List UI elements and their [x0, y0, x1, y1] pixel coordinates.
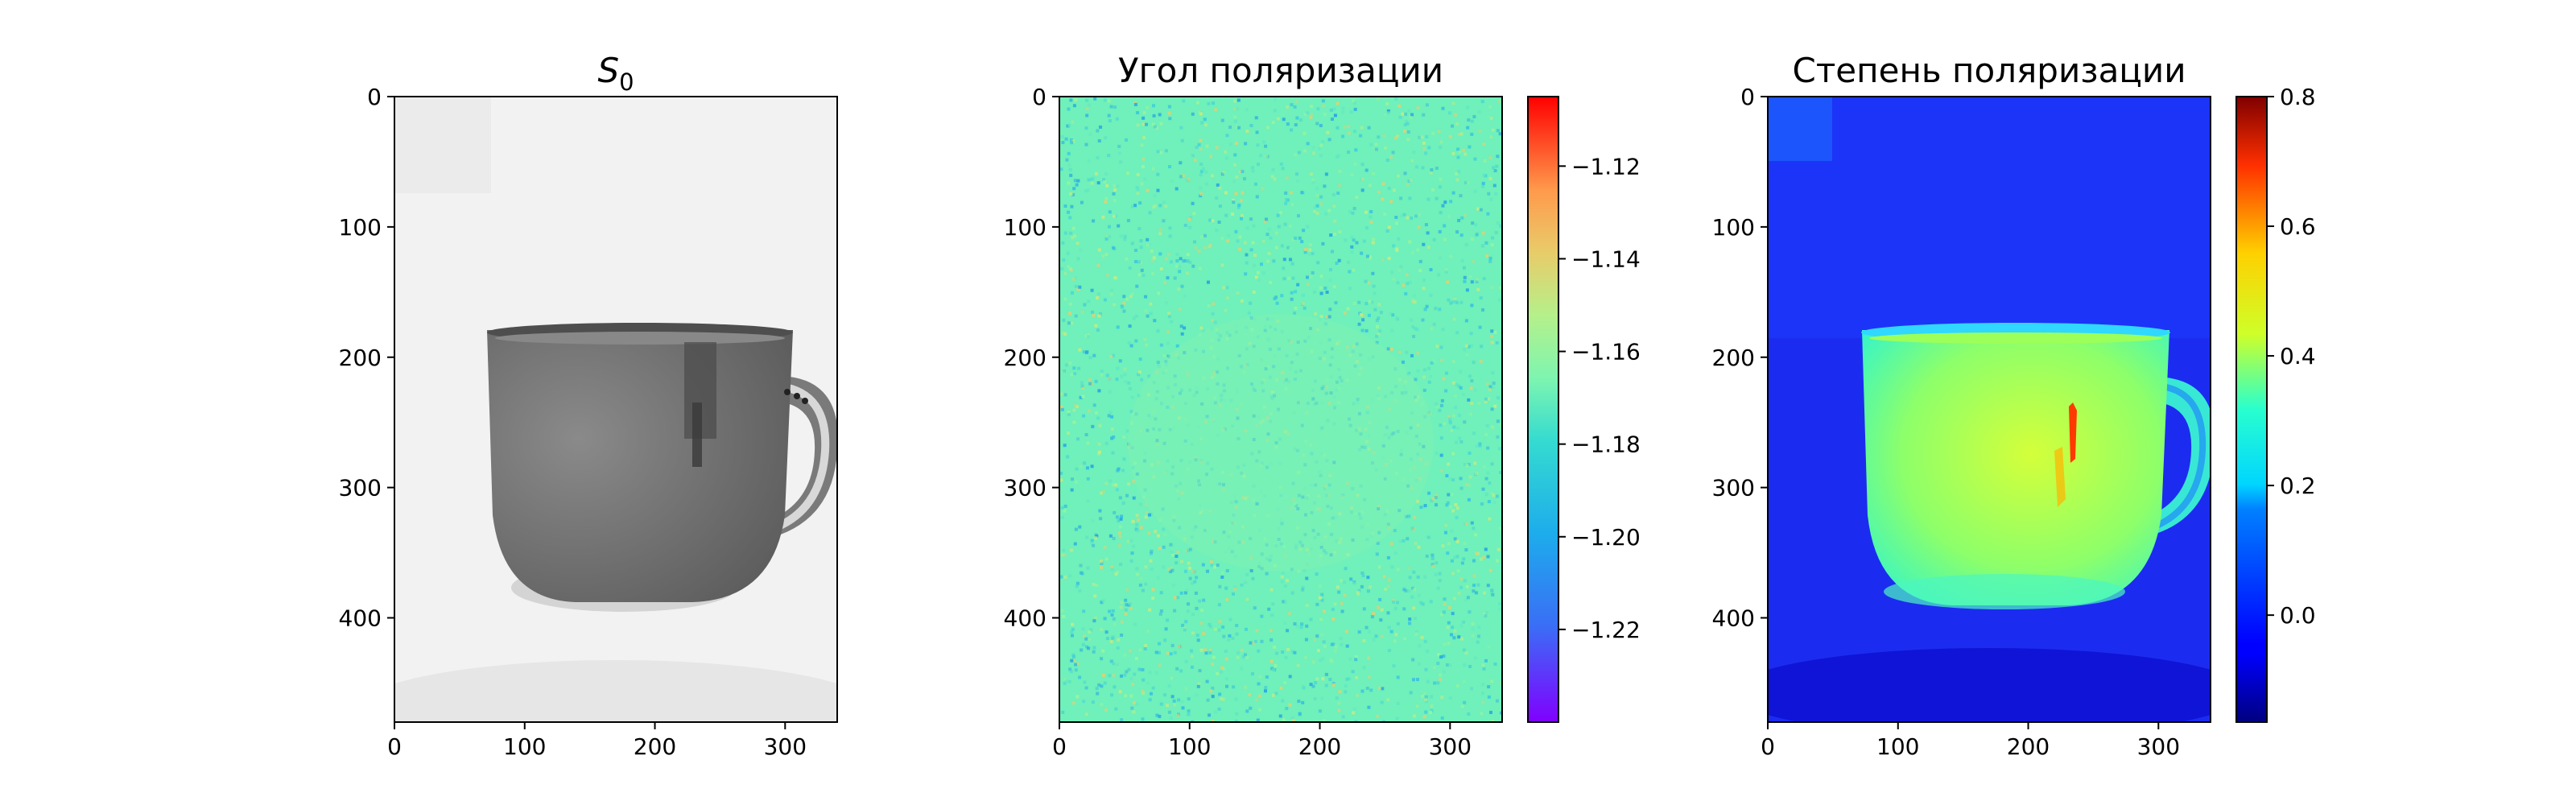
angle-cb-tick-label: −1.12 — [1571, 153, 1641, 180]
angle-colorbar-ticks: −1.12 −1.14 −1.16 −1.18 −1.20 −1.22 — [1558, 153, 1641, 643]
panel-degree-title: Степень поляризации — [1793, 51, 2186, 90]
angle-ytick-label: 100 — [1004, 214, 1046, 241]
degree-xtick-label: 200 — [2007, 733, 2050, 760]
angle-xtick-label: 100 — [1168, 733, 1211, 760]
axes-ticks: 0 100 200 300 0 100 200 300 400 0 100 200 300 0 100 200… — [339, 84, 2180, 760]
s0-image — [394, 97, 837, 722]
s0-ytick-label: 300 — [339, 475, 382, 502]
angle-ytick-label: 0 — [1032, 84, 1046, 110]
degree-ytick-label: 400 — [1712, 605, 1755, 632]
degree-image — [1768, 97, 2211, 722]
degree-ytick-label: 0 — [1740, 84, 1755, 110]
s0-xtick-label: 200 — [634, 733, 676, 760]
s0-xtick-label: 300 — [764, 733, 807, 760]
degree-cb-tick-label: 0.2 — [2280, 473, 2316, 499]
angle-colorbar — [1527, 96, 1559, 723]
degree-cb-tick-label: 0.4 — [2280, 343, 2316, 369]
degree-cb-tick-label: 0.0 — [2280, 602, 2316, 629]
panel-angle-title: Угол поляризации — [1118, 51, 1443, 90]
s0-ytick-label: 100 — [339, 214, 382, 241]
s0-xtick-label: 0 — [387, 733, 402, 760]
angle-ytick-label: 200 — [1004, 345, 1046, 371]
angle-image — [1059, 97, 1502, 722]
degree-ytick-label: 200 — [1712, 345, 1755, 371]
degree-xtick-label: 0 — [1761, 733, 1775, 760]
angle-cb-tick-label: −1.18 — [1571, 431, 1641, 458]
panel-s0: S0 — [394, 51, 838, 723]
panel-degree: Степень поляризации 0.8 0.6 0.4 0.2 0.0 — [1767, 51, 2316, 723]
s0-ytick-label: 0 — [367, 84, 382, 110]
degree-colorbar — [2235, 96, 2268, 723]
degree-cb-tick-label: 0.6 — [2280, 213, 2316, 240]
angle-cb-tick-label: −1.16 — [1571, 339, 1641, 365]
angle-ytick-label: 300 — [1004, 475, 1046, 502]
degree-cb-tick-label: 0.8 — [2280, 84, 2316, 110]
s0-ytick-label: 400 — [339, 605, 382, 632]
angle-xtick-label: 300 — [1429, 733, 1472, 760]
s0-ytick-label: 200 — [339, 345, 382, 371]
angle-cb-tick-label: −1.22 — [1571, 617, 1641, 643]
degree-colorbar-ticks: 0.8 0.6 0.4 0.2 0.0 — [2267, 84, 2316, 629]
degree-ytick-label: 100 — [1712, 214, 1755, 241]
angle-xtick-label: 0 — [1052, 733, 1067, 760]
s0-xtick-label: 100 — [503, 733, 546, 760]
degree-ytick-label: 300 — [1712, 475, 1755, 502]
angle-cb-tick-label: −1.20 — [1571, 524, 1641, 551]
panel-angle: Угол поляризации −1.12−1.14−1.16−1.18−1.… — [1059, 51, 1641, 723]
angle-cb-tick-label: −1.14 — [1571, 246, 1641, 272]
angle-ytick-label: 400 — [1004, 605, 1046, 632]
panel-s0-title: S0 — [597, 51, 634, 96]
degree-xtick-label: 100 — [1876, 733, 1919, 760]
degree-xtick-label: 300 — [2137, 733, 2180, 760]
angle-xtick-label: 200 — [1298, 733, 1341, 760]
